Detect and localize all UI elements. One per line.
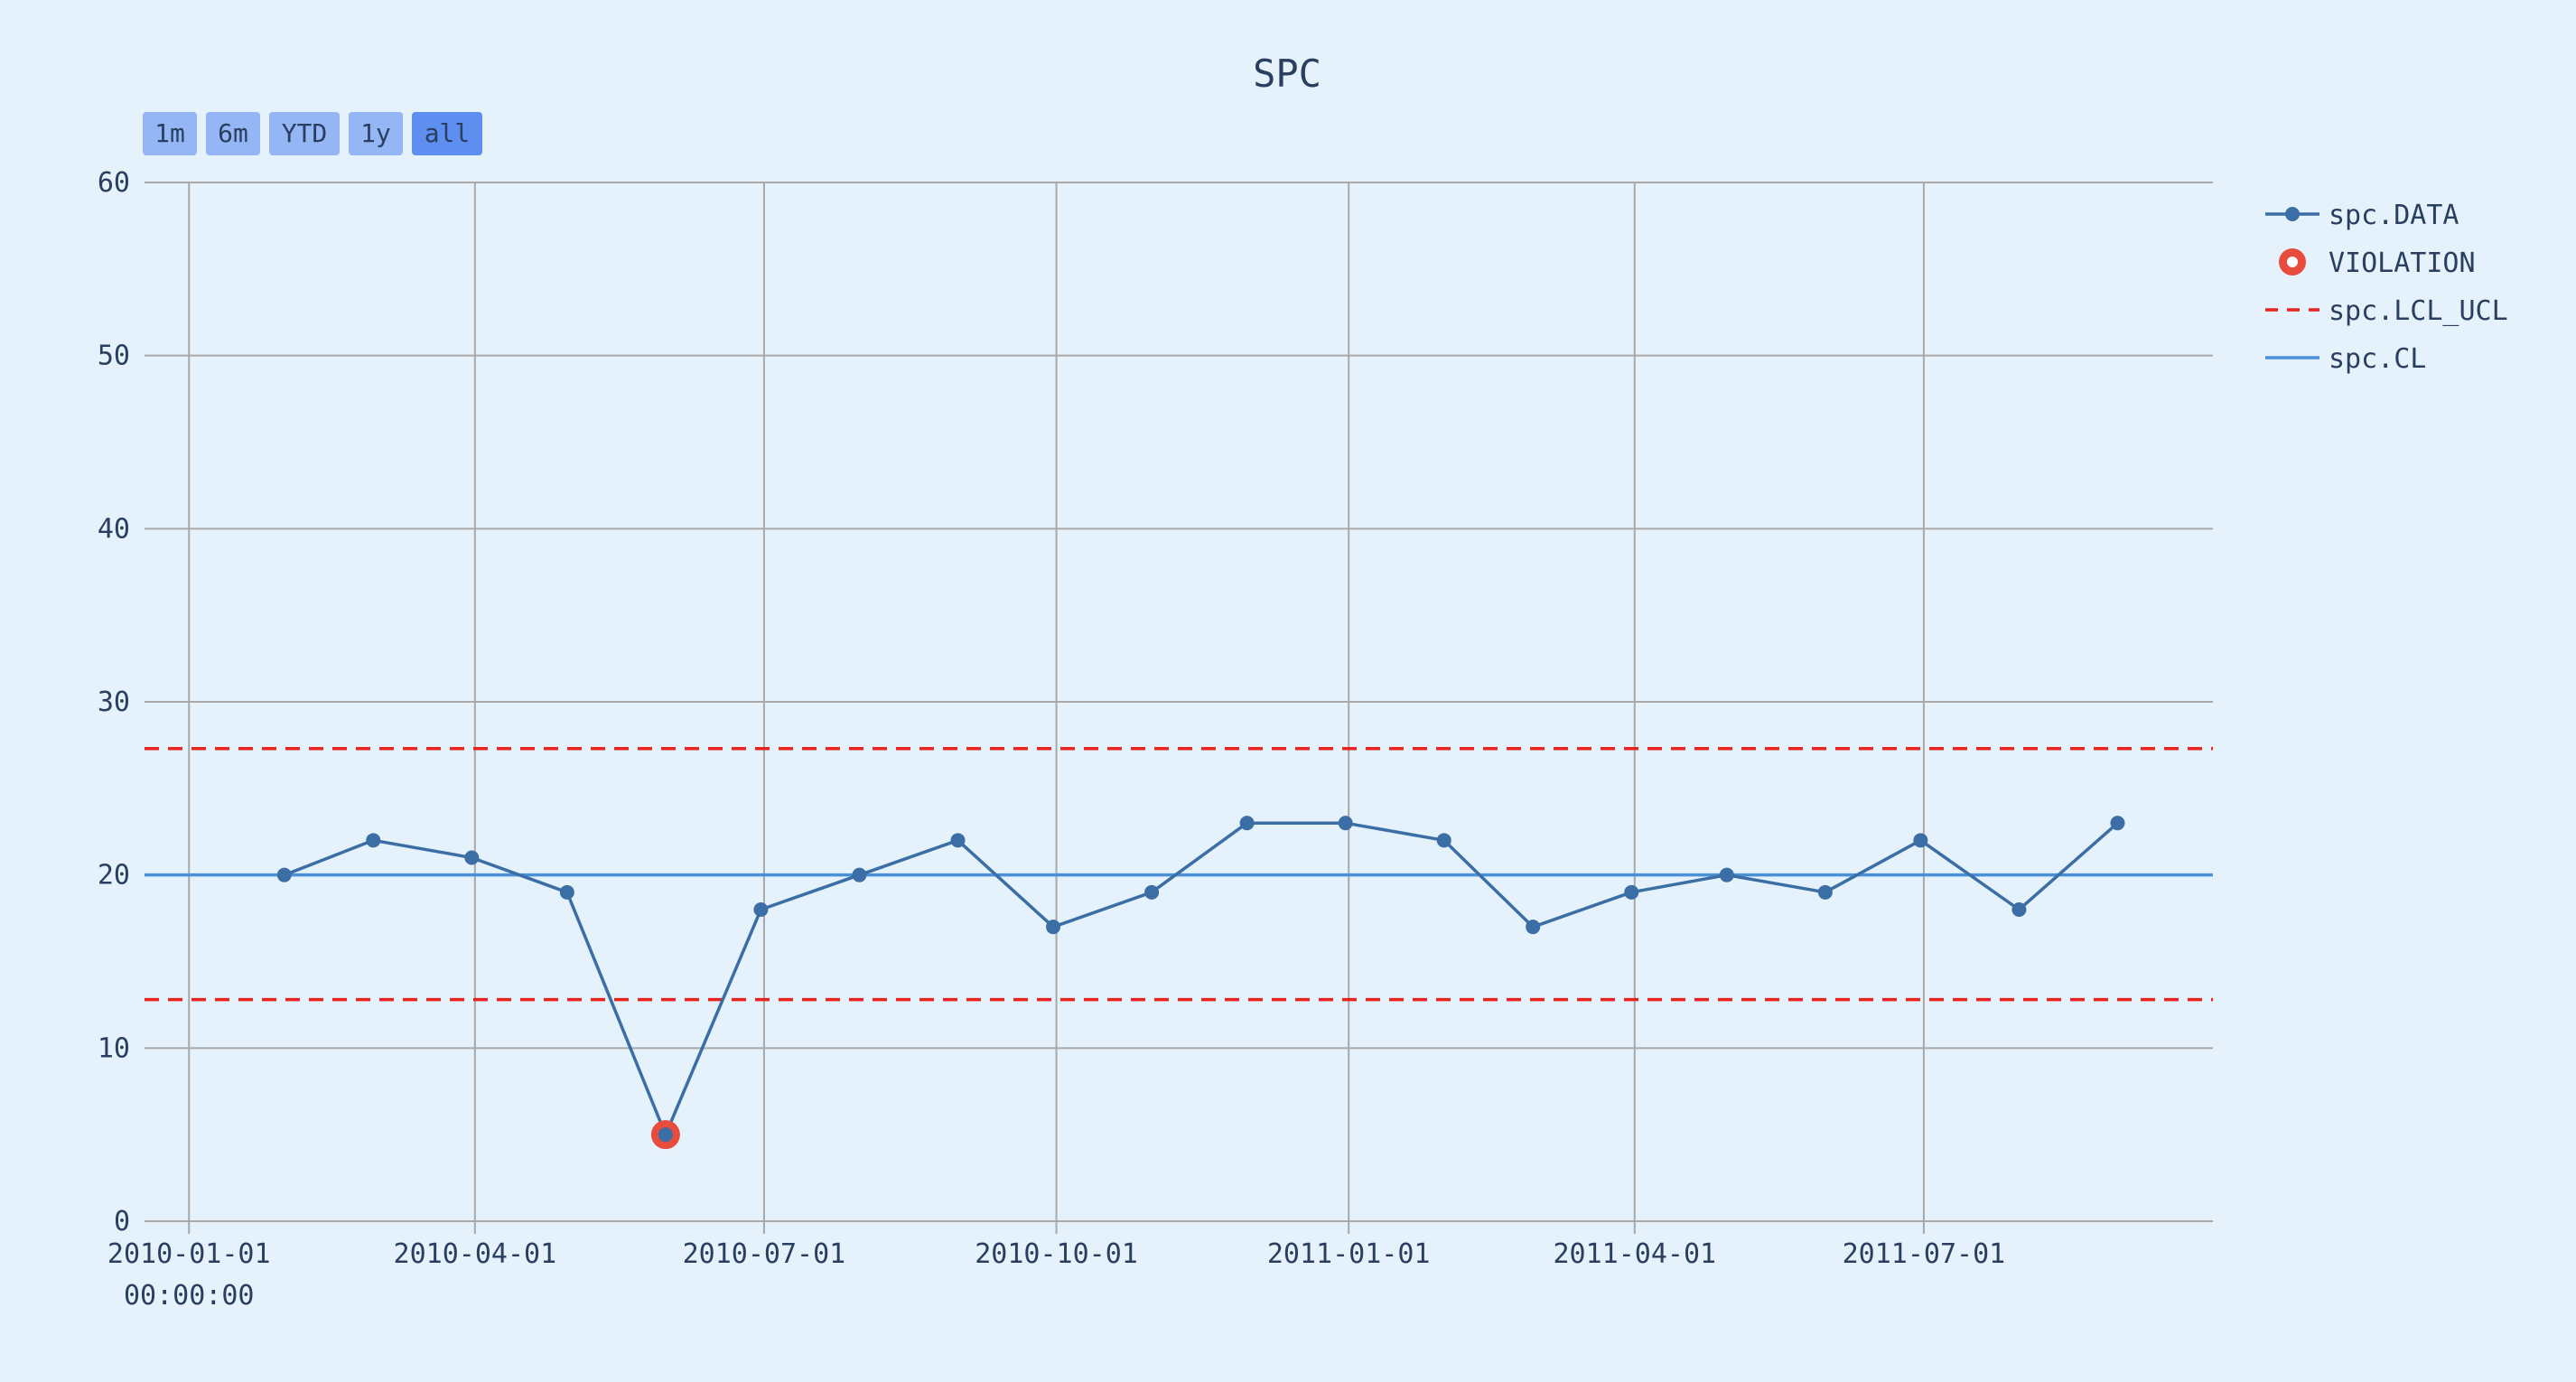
range-selector: 1m 6m YTD 1y all bbox=[143, 112, 482, 155]
legend-item[interactable]: spc.LCL_UCL bbox=[2265, 295, 2508, 327]
legend-item[interactable]: spc.CL bbox=[2265, 343, 2426, 375]
legend-label: spc.DATA bbox=[2329, 200, 2459, 231]
y-tick-label: 10 bbox=[98, 1032, 130, 1064]
range-button-label[interactable]: all bbox=[425, 118, 471, 148]
range-button-label[interactable]: 1m bbox=[154, 118, 185, 148]
x-tick-label: 2010-10-01 bbox=[975, 1238, 1138, 1270]
range-button-label[interactable]: YTD bbox=[282, 118, 328, 148]
range-button-label[interactable]: 6m bbox=[218, 118, 248, 148]
range-button-ytd[interactable]: YTD bbox=[269, 112, 340, 155]
range-button-6m[interactable]: 6m bbox=[206, 112, 260, 155]
x-tick-label: 2011-01-01 bbox=[1267, 1238, 1431, 1270]
y-tick-label: 30 bbox=[98, 686, 130, 718]
data-series-line bbox=[284, 821, 2119, 1136]
legend-label: spc.CL bbox=[2329, 343, 2426, 375]
data-point bbox=[658, 1127, 673, 1143]
x-tick-label: 2011-07-01 bbox=[1843, 1238, 2006, 1270]
data-point bbox=[1817, 884, 1833, 900]
range-button-bg[interactable] bbox=[349, 112, 403, 155]
data-point bbox=[1144, 884, 1160, 900]
range-button-bg[interactable] bbox=[143, 112, 197, 155]
range-button-bg[interactable] bbox=[206, 112, 260, 155]
y-tick-label: 50 bbox=[98, 341, 130, 372]
legend: spc.DATA VIOLATION spc.LCL_UCL spc.CL bbox=[2265, 200, 2508, 375]
data-point bbox=[559, 884, 574, 900]
legend-item[interactable]: spc.DATA bbox=[2265, 200, 2459, 231]
legend-label: spc.LCL_UCL bbox=[2329, 295, 2508, 327]
range-button-1m[interactable]: 1m bbox=[143, 112, 197, 155]
data-point bbox=[366, 833, 381, 848]
axes: 0 10 20 30 40 50 60 2010-01-01 00:00:00 2010-04-0… bbox=[98, 167, 2005, 1312]
data-point bbox=[852, 867, 867, 882]
range-button-all[interactable]: all bbox=[412, 112, 482, 155]
y-tick-label: 40 bbox=[98, 513, 130, 545]
range-button-label[interactable]: 1y bbox=[360, 118, 391, 148]
data-point bbox=[1436, 833, 1451, 848]
data-point bbox=[1913, 833, 1928, 848]
range-button-bg[interactable] bbox=[269, 112, 340, 155]
legend-item[interactable]: VIOLATION bbox=[2279, 247, 2476, 279]
range-button-1y[interactable]: 1y bbox=[349, 112, 403, 155]
data-point bbox=[1046, 920, 1061, 935]
data-point bbox=[1719, 867, 1734, 882]
data-point bbox=[1239, 816, 1255, 831]
x-tick-label: 2010-01-01 bbox=[107, 1238, 271, 1270]
legend-marker-swatch bbox=[2285, 207, 2300, 221]
legend-label: VIOLATION bbox=[2329, 247, 2476, 279]
grid bbox=[145, 182, 2213, 1222]
data-point bbox=[2011, 902, 2027, 917]
x-tick-label: 2011-04-01 bbox=[1553, 1238, 1716, 1270]
data-point bbox=[464, 850, 480, 865]
plot-area bbox=[145, 747, 2213, 1150]
data-point bbox=[950, 833, 966, 848]
data-point bbox=[753, 902, 769, 917]
range-button-bg[interactable] bbox=[412, 112, 482, 155]
x-tick-label: 2010-07-01 bbox=[683, 1238, 846, 1270]
x-tick-label: 2010-04-01 bbox=[394, 1238, 557, 1270]
y-tick-label: 60 bbox=[98, 167, 130, 199]
chart-title: SPC bbox=[1253, 51, 1321, 96]
data-point bbox=[276, 867, 292, 882]
y-tick-label: 20 bbox=[98, 860, 130, 892]
data-point bbox=[1526, 920, 1541, 935]
x-tick-sublabel: 00:00:00 bbox=[124, 1280, 255, 1312]
y-tick-label: 0 bbox=[114, 1206, 130, 1237]
data-point bbox=[2110, 816, 2125, 831]
data-point bbox=[1338, 816, 1353, 831]
data-point bbox=[1624, 884, 1639, 900]
legend-marker-center bbox=[2287, 257, 2298, 267]
